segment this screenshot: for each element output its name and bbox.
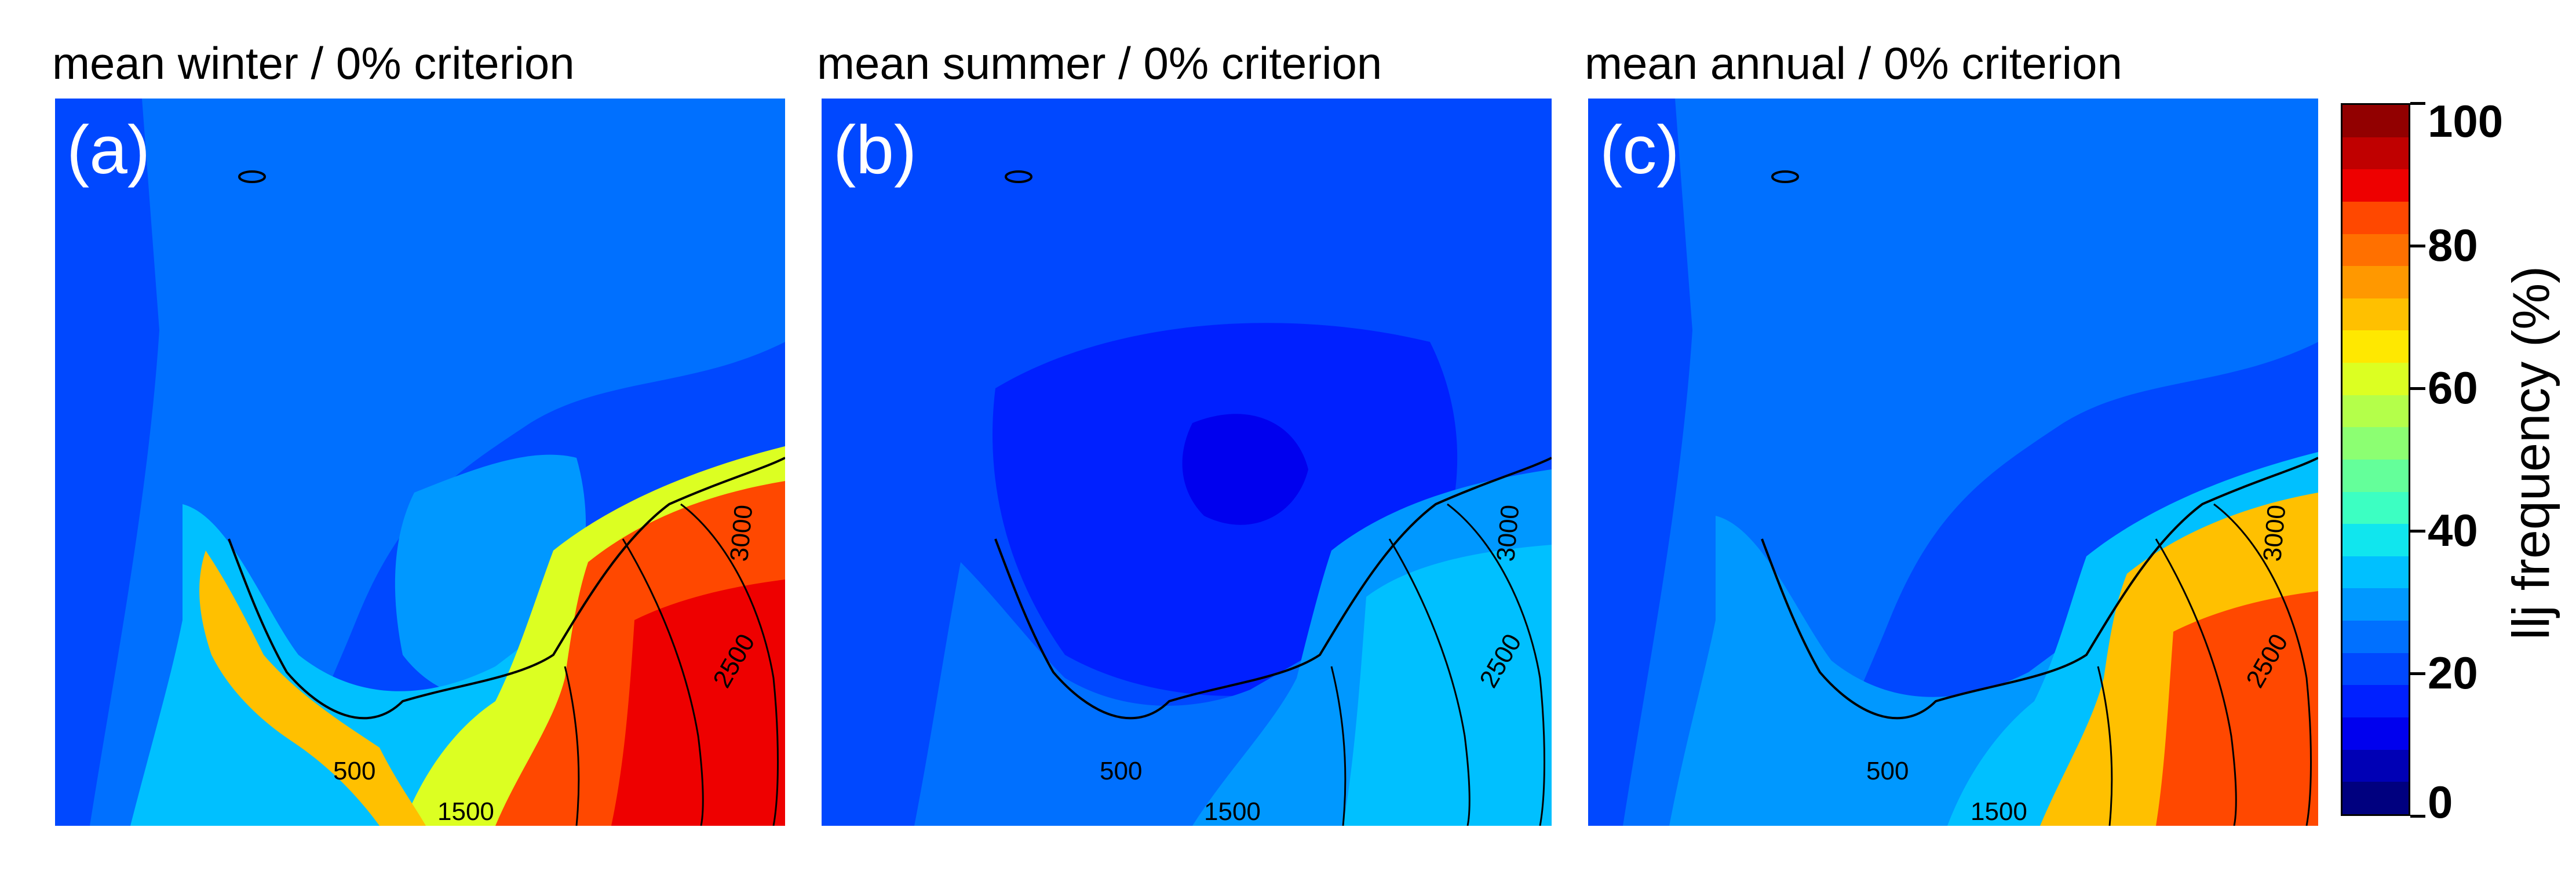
panel-label-a: (a) — [67, 112, 151, 188]
panel-label-b: (b) — [833, 112, 917, 188]
colorbar-tick — [2410, 387, 2425, 390]
colorbar-tick — [2410, 672, 2425, 675]
elevation-contour — [1330, 666, 1347, 826]
colorbar-segment — [2343, 588, 2409, 621]
coastline — [1761, 457, 2318, 720]
contour-label: 3000 — [2258, 504, 2291, 563]
land-mottled-band — [1343, 545, 1552, 826]
elevation-contour — [2155, 538, 2237, 826]
colorbar-segment — [2343, 653, 2409, 686]
colorbar: 0 20 40 60 80 100 llj frequency (%) — [2341, 99, 2576, 826]
colorbar-segment — [2343, 298, 2409, 331]
elevation-contour — [622, 538, 704, 826]
peninsula-land — [199, 551, 426, 826]
colorbar-segment — [2343, 685, 2409, 717]
land-peak-frequency — [611, 580, 785, 826]
map-a-svg: 500 1500 2500 3000 — [55, 99, 785, 826]
colorbar-tick — [2410, 245, 2425, 247]
colorbar-segment — [2343, 524, 2409, 556]
contour-label: 1500 — [1971, 797, 2027, 826]
colorbar-tick — [2410, 102, 2425, 105]
contour-label: 500 — [1100, 757, 1142, 785]
colorbar-tick-label: 0 — [2428, 777, 2453, 828]
colorbar-title: llj frequency (%) — [2502, 265, 2561, 640]
elevation-contour — [1447, 503, 1545, 826]
colorbar-segment — [2343, 169, 2409, 202]
contour-label: 500 — [1866, 757, 1909, 785]
colorbar-segment — [2343, 427, 2409, 460]
colorbar-segment — [2343, 459, 2409, 492]
colorbar-segment — [2343, 266, 2409, 298]
map-panel-a: 500 1500 2500 3000 (a) — [55, 99, 785, 826]
contour-label: 500 — [333, 757, 375, 785]
colorbar-segment — [2343, 782, 2409, 814]
colorbar-gradient — [2341, 103, 2410, 816]
panel-label-c: (c) — [1600, 112, 1680, 188]
colorbar-segment — [2343, 621, 2409, 653]
colorbar-segment — [2343, 330, 2409, 363]
land-high-frequency — [2156, 591, 2318, 826]
colorbar-tick-label: 80 — [2428, 220, 2478, 271]
island-outline — [1005, 170, 1032, 183]
colorbar-tick — [2410, 815, 2425, 818]
colorbar-segment — [2343, 137, 2409, 170]
colorbar-segment — [2343, 363, 2409, 395]
central-sea-darkest — [1182, 414, 1308, 525]
colorbar-tick-label: 60 — [2428, 362, 2478, 413]
map-b-svg: 500 1500 2500 3000 — [822, 99, 1552, 826]
coastline — [994, 457, 1552, 720]
coastline — [228, 457, 785, 720]
elevation-contour — [680, 503, 779, 826]
colorbar-tick-label: 40 — [2428, 505, 2478, 556]
colorbar-segment — [2343, 717, 2409, 750]
panel-title-c: mean annual / 0% criterion — [1585, 38, 2122, 89]
island-outline — [238, 170, 266, 183]
colorbar-segment — [2343, 749, 2409, 782]
colorbar-segment — [2343, 395, 2409, 428]
colorbar-segment — [2343, 491, 2409, 524]
elevation-contour — [2213, 503, 2312, 826]
colorbar-segment — [2343, 234, 2409, 267]
contour-label: 1500 — [1204, 797, 1261, 826]
island-outline — [1771, 170, 1799, 183]
colorbar-segment — [2343, 201, 2409, 234]
elevation-contour — [2097, 666, 2113, 826]
colorbar-tick — [2410, 530, 2425, 533]
contour-label: 1500 — [437, 797, 494, 826]
colorbar-tick-label: 20 — [2428, 647, 2478, 698]
panel-title-b: mean summer / 0% criterion — [817, 38, 1382, 89]
contour-label: 3000 — [725, 504, 758, 563]
colorbar-segment — [2343, 105, 2409, 137]
contour-label: 3000 — [1491, 504, 1524, 563]
elevation-contour — [564, 666, 580, 826]
map-c-svg: 500 1500 2500 3000 — [1588, 99, 2318, 826]
colorbar-segment — [2343, 556, 2409, 589]
panel-title-a: mean winter / 0% criterion — [52, 38, 575, 89]
map-panel-b: 500 1500 2500 3000 (b) — [822, 99, 1552, 826]
elevation-contour — [1388, 538, 1471, 826]
colorbar-tick-label: 100 — [2428, 96, 2504, 147]
map-panel-c: 500 1500 2500 3000 (c) — [1588, 99, 2318, 826]
